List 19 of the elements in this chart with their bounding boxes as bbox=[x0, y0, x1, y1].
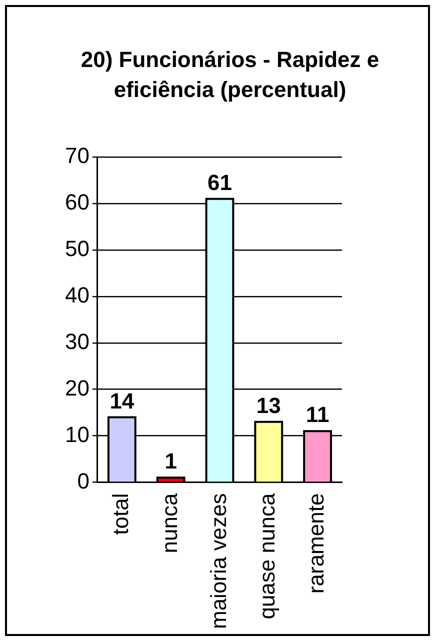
y-tick-label: 50 bbox=[64, 236, 90, 261]
data-label: 14 bbox=[110, 388, 135, 414]
x-tick-label: maioria vezes bbox=[206, 493, 231, 629]
data-label: 13 bbox=[256, 392, 281, 418]
y-tick-label: 30 bbox=[64, 328, 90, 354]
x-tick-label: nunca bbox=[156, 492, 182, 554]
data-label: 11 bbox=[306, 402, 330, 428]
y-tick-label: 20 bbox=[64, 375, 90, 400]
y-tick-label: 70 bbox=[64, 143, 90, 168]
y-tick-label: 40 bbox=[64, 282, 90, 308]
y-tick-label: 0 bbox=[77, 468, 90, 494]
x-tick-label: quase nunca bbox=[254, 492, 280, 620]
y-tick-label: 60 bbox=[64, 190, 90, 215]
x-tick-label: total bbox=[108, 493, 133, 535]
y-tick-label: 10 bbox=[64, 422, 90, 447]
data-label: 1 bbox=[164, 448, 177, 474]
chart-title: 20) Funcionários - Rapidez e eficiência (percentual) bbox=[80, 46, 380, 104]
x-tick-label: raramente bbox=[304, 493, 329, 594]
data-label: 61 bbox=[207, 170, 232, 195]
